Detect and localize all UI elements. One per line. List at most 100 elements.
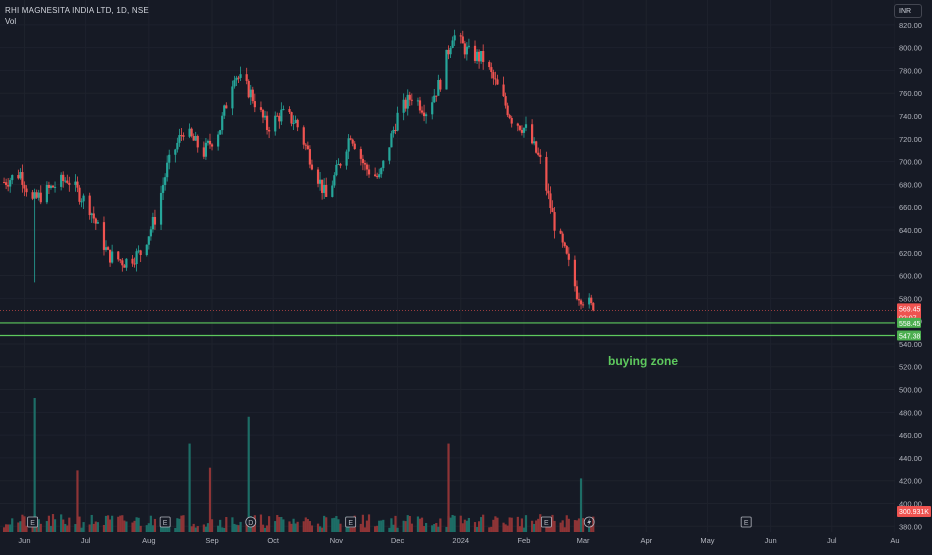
volume-bar [439, 518, 442, 532]
volume-spike [447, 443, 450, 532]
candle-body [361, 158, 364, 164]
volume-bar [461, 523, 464, 532]
candle-body [168, 154, 171, 163]
volume-bar [559, 522, 562, 532]
volume-bar [153, 518, 157, 532]
volume-bar [80, 527, 83, 532]
volume-bar [159, 526, 163, 532]
volume-bar [5, 524, 8, 532]
candle-body [88, 195, 91, 216]
candle-body [488, 61, 491, 68]
candle-body [147, 236, 150, 245]
volume-bar [263, 527, 267, 532]
earnings-marker-label: E [30, 520, 35, 527]
volume-bar [131, 522, 134, 532]
candle-body [231, 86, 234, 109]
candle-body [522, 127, 526, 133]
volume-bar [325, 517, 328, 532]
candle-body [149, 229, 152, 237]
volume-bar [231, 517, 234, 532]
x-tick-label: Dec [391, 536, 405, 545]
candle-body [537, 152, 540, 155]
candle-body [210, 144, 214, 147]
candle-body [437, 79, 440, 96]
volume-bar [306, 519, 309, 532]
candle-body [420, 110, 424, 113]
volume-bar [206, 523, 210, 532]
candle-body [25, 188, 28, 193]
volume-bar [351, 527, 354, 532]
candle-body [117, 251, 120, 260]
volume-spike [208, 467, 212, 532]
candle-body [345, 151, 348, 166]
dividend-marker [245, 516, 257, 528]
candle-body [349, 138, 352, 140]
candle-body [573, 259, 577, 287]
candle-body [135, 251, 138, 265]
candle-body [416, 100, 420, 102]
volume-bar [166, 524, 169, 532]
volume-bar [245, 523, 248, 532]
volume-bar [39, 523, 42, 532]
x-tick-label: Au [890, 536, 899, 545]
candle-body [265, 115, 269, 131]
volume-bar [539, 514, 542, 532]
volume-bar [161, 525, 165, 532]
candle-body [547, 190, 550, 194]
currency-selector[interactable]: INR [894, 4, 922, 18]
candle-body [131, 258, 134, 264]
candle-body [239, 74, 242, 78]
volume-bar [296, 521, 299, 532]
candle-body [139, 250, 142, 256]
candle-body [161, 185, 165, 193]
candle-body [567, 253, 570, 260]
candle-body [206, 140, 210, 143]
candle-body [563, 242, 566, 247]
candle-body [217, 134, 220, 147]
candle-body [166, 162, 169, 178]
volume-bar [111, 515, 114, 532]
candle-body [80, 201, 83, 203]
y-tick-label: 760.00 [899, 89, 922, 98]
y-tick-label: 580.00 [899, 294, 922, 303]
volume-bar [331, 518, 334, 532]
candle-body [508, 115, 511, 118]
candle-body [331, 185, 334, 197]
volume-bar [339, 523, 342, 532]
x-tick-label: May [700, 536, 714, 545]
volume-bar [522, 527, 526, 532]
candle-body [292, 122, 295, 124]
dividend-marker-label: D [248, 520, 253, 527]
volume-bar [531, 520, 534, 532]
candle-body [76, 181, 79, 188]
volume-bar [60, 514, 63, 532]
symbol-title: RHI MAGNESITA INDIA LTD, 1D, NSE [5, 6, 149, 15]
candle-body [159, 192, 163, 225]
volume-bar [551, 514, 554, 532]
volume-bar [202, 524, 205, 532]
volume-bar [180, 515, 183, 532]
volume-bar [280, 516, 283, 532]
candle-body [306, 145, 309, 150]
volume-bar [133, 520, 136, 532]
volume-bar [7, 524, 10, 532]
candle-body [535, 141, 538, 153]
y-tick-label: 820.00 [899, 21, 922, 30]
candle-body [39, 192, 42, 203]
candle-body [302, 127, 305, 145]
candle-body [121, 260, 124, 266]
candle-body [467, 45, 471, 47]
volume-bar [219, 519, 222, 532]
candle-body [388, 147, 391, 161]
y-tick-label: 700.00 [899, 158, 922, 167]
candle-body [204, 142, 208, 157]
volume-bar [380, 520, 383, 532]
volume-bar [378, 520, 381, 532]
candle-body [251, 89, 254, 102]
volume-bar [221, 527, 224, 532]
volume-bar [437, 526, 440, 532]
candle-body [494, 78, 497, 80]
volume-bar [290, 523, 293, 532]
